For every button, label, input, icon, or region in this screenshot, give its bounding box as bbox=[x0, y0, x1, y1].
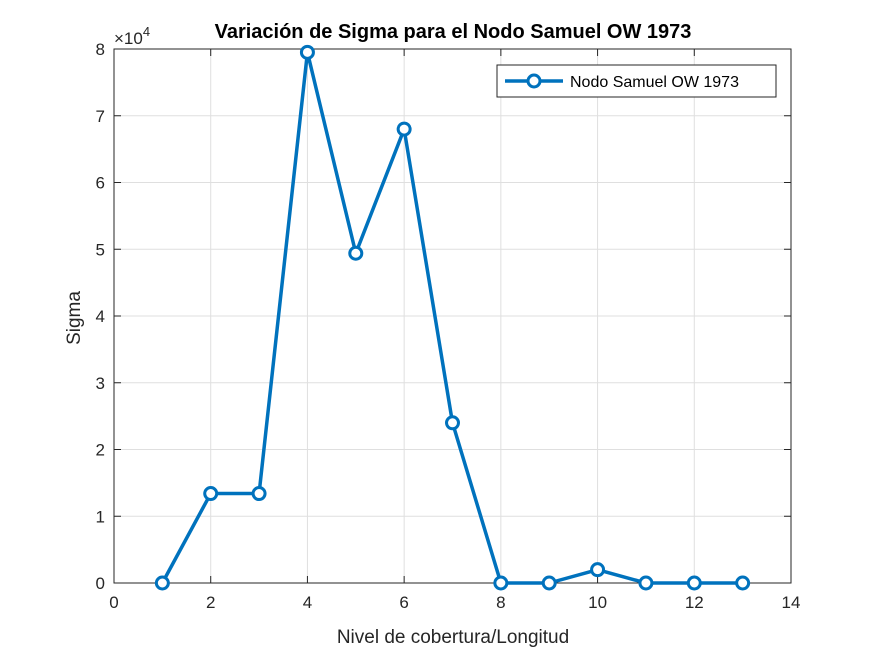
data-point bbox=[396, 121, 412, 137]
data-point bbox=[445, 415, 460, 431]
y-tick-label: 8 bbox=[96, 40, 105, 59]
series-layer bbox=[154, 44, 751, 591]
x-tick-label: 14 bbox=[782, 593, 801, 612]
y-tick-label: 6 bbox=[96, 174, 105, 193]
data-point bbox=[541, 575, 557, 591]
y-axis-multiplier: ×104 bbox=[114, 24, 150, 48]
y-tick-label: 2 bbox=[96, 441, 105, 460]
data-point bbox=[251, 486, 267, 502]
data-point bbox=[348, 245, 364, 261]
data-point bbox=[638, 575, 654, 591]
y-tick-label: 4 bbox=[96, 307, 105, 326]
x-tick-label: 2 bbox=[206, 593, 215, 612]
data-point bbox=[735, 575, 751, 591]
x-tick-label: 6 bbox=[399, 593, 408, 612]
legend: Nodo Samuel OW 1973 bbox=[496, 64, 777, 98]
y-tick-label: 5 bbox=[96, 240, 105, 259]
x-tick-label: 8 bbox=[496, 593, 505, 612]
chart-title: Variación de Sigma para el Nodo Samuel O… bbox=[215, 21, 692, 43]
y-tick-label: 7 bbox=[96, 107, 105, 126]
y-tick-label: 0 bbox=[96, 574, 105, 593]
legend-marker-sample bbox=[526, 73, 542, 89]
legend-entry-label: Nodo Samuel OW 1973 bbox=[570, 74, 739, 91]
y-tick-labels: 0 1 2 3 4 5 6 7 8 bbox=[96, 40, 105, 593]
data-point bbox=[590, 562, 606, 578]
data-point bbox=[493, 575, 509, 591]
data-point bbox=[154, 575, 170, 591]
grid-lines bbox=[113, 48, 792, 584]
y-tick-label: 1 bbox=[96, 507, 105, 526]
x-tick-label: 12 bbox=[685, 593, 704, 612]
data-point bbox=[203, 486, 219, 502]
x-axis-label: Nivel de cobertura/Longitud bbox=[337, 627, 569, 648]
x-tick-label: 0 bbox=[109, 593, 118, 612]
y-axis-label: Sigma bbox=[64, 291, 85, 345]
data-point bbox=[299, 44, 315, 60]
x-tick-label: 4 bbox=[303, 593, 312, 612]
x-tick-labels: 0 2 4 6 8 10 12 14 bbox=[109, 593, 800, 612]
x-tick-label: 10 bbox=[588, 593, 607, 612]
data-point bbox=[686, 575, 702, 591]
series-line bbox=[160, 50, 743, 585]
y-tick-label: 3 bbox=[96, 374, 105, 393]
